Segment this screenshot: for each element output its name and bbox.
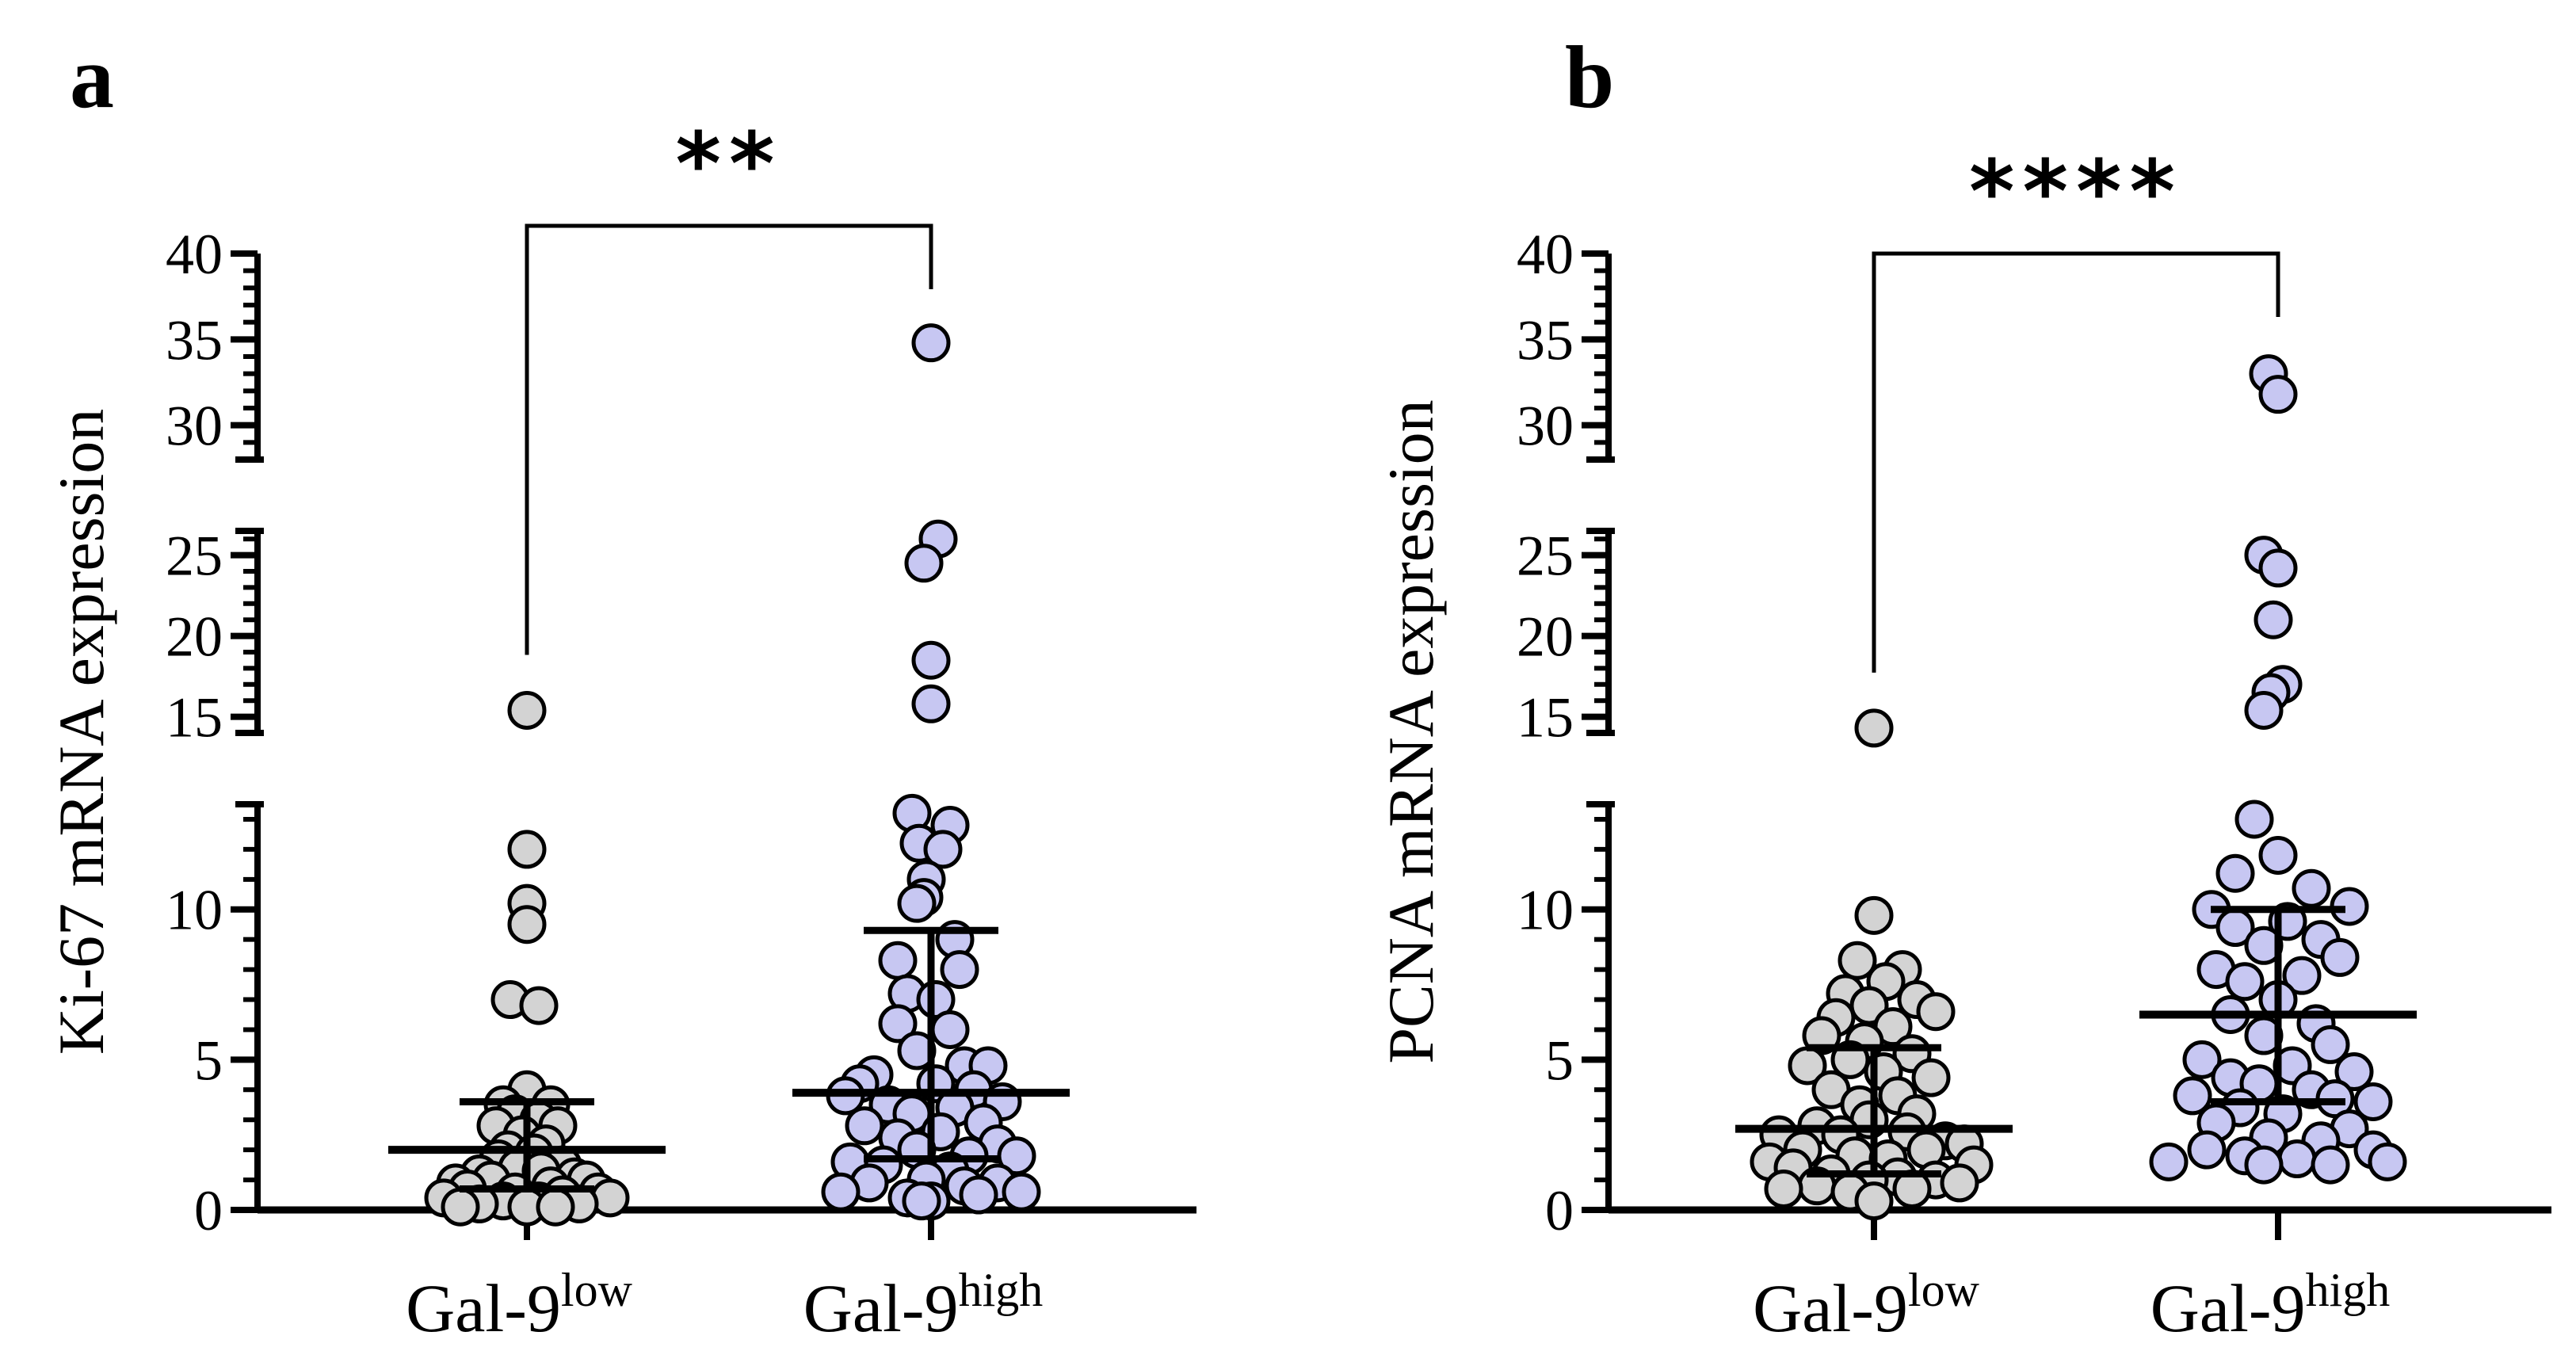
y-tick-label: 30 [1517,395,1574,458]
panel-a: a Ki-67 mRNA expression 0 5 10 15 20 25 30 35 40 Ga… [45,29,1196,1346]
x-category-label-base: Gal-9 [803,1270,959,1346]
data-point [2320,937,2360,977]
y-tick-label: 5 [1545,1028,1574,1092]
data-point [2258,835,2298,875]
data-point [1916,992,1956,1032]
data-point [2254,600,2293,639]
y-tick-label: 0 [1545,1179,1574,1242]
x-category-label-sup: high [2306,1264,2391,1316]
data-point [2353,1082,2393,1121]
y-tick-label: 35 [1517,308,1574,372]
y-tick-label: 35 [166,308,223,372]
y-tick-label: 25 [1517,525,1574,588]
data-point [904,544,944,583]
data-point [507,905,547,944]
y-tick-label: 25 [166,525,223,588]
y-tick-label: 30 [166,395,223,458]
x-category-label-sup: low [1908,1264,1980,1316]
data-point [1911,1058,1951,1097]
data-point [441,1187,480,1227]
data-point [878,1004,918,1044]
data-point [2282,956,2322,995]
y-tick-label: 10 [1517,879,1574,942]
data-point [2187,1130,2227,1170]
significance-stars: **** [1969,141,2183,242]
data-point [911,640,951,680]
data-point [911,684,951,723]
data-point [2215,853,2255,893]
data-point [1854,708,1894,748]
data-point [940,950,979,990]
data-point [536,1187,575,1227]
data-point [845,1106,884,1146]
significance-stars: ** [675,113,782,215]
y-tick-label: 10 [166,879,223,942]
y-tick-label: 0 [194,1179,223,1242]
data-point [2244,690,2284,730]
data-point [902,1181,941,1221]
data-point [2173,1076,2212,1116]
data-point [821,1172,861,1212]
data-point [1002,1172,1041,1212]
data-point [2334,1052,2374,1092]
data-point [1854,895,1894,935]
data-point [2311,1145,2350,1185]
x-category-label-sup: low [561,1264,633,1316]
y-tick-label: 5 [194,1028,223,1092]
x-category-label: Gal-9low [406,1264,632,1346]
data-point [959,1175,998,1215]
x-category-label: Gal-9high [2150,1264,2390,1346]
data-point [2149,1142,2189,1181]
panel-letter: b [1565,29,1614,127]
y-tick-label: 20 [166,605,223,669]
data-point [2292,868,2331,908]
data-point [2277,1139,2317,1179]
x-category-label: Gal-9low [1753,1264,1979,1346]
panel-b: b PCNA mRNA expression 0 5 10 15 20 25 30 35 40 Gal… [1375,29,2551,1346]
x-category-label-sup: high [959,1264,1044,1316]
data-point [2368,1142,2407,1181]
data-point [2182,1040,2222,1079]
x-category-label-base: Gal-9 [1753,1270,1908,1346]
y-tick-label: 40 [166,223,223,286]
y-tick-label: 15 [1517,686,1574,750]
data-point [2258,548,2298,588]
data-point [930,1009,970,1049]
data-point [897,883,937,923]
data-point [923,830,963,869]
y-axis-title: Ki-67 mRNA expression [45,409,117,1055]
significance-bracket [525,223,933,655]
x-category-label: Gal-9high [803,1264,1043,1346]
significance-bracket [1872,251,2280,673]
data-point [1854,1181,1894,1221]
data-point [878,941,918,980]
data-point [1940,1163,1979,1203]
x-category-label-base: Gal-9 [2150,1270,2306,1346]
data-point [507,830,547,869]
data-point [2225,962,2265,1002]
data-point [519,986,559,1025]
y-tick-label: 15 [166,686,223,750]
data-point [2311,1025,2350,1064]
data-point [2234,799,2274,839]
panel-letter: a [70,29,114,127]
data-point [1838,941,1877,980]
x-category-label-base: Gal-9 [406,1270,561,1346]
y-tick-label: 20 [1517,605,1574,669]
data-point [590,1178,630,1218]
data-point [2244,1145,2284,1185]
data-point [1764,1169,1803,1208]
data-point [911,323,951,363]
data-point [2258,375,2298,414]
data-point [507,690,547,730]
y-axis-title: PCNA mRNA expression [1375,399,1447,1063]
y-tick-label: 40 [1517,223,1574,286]
